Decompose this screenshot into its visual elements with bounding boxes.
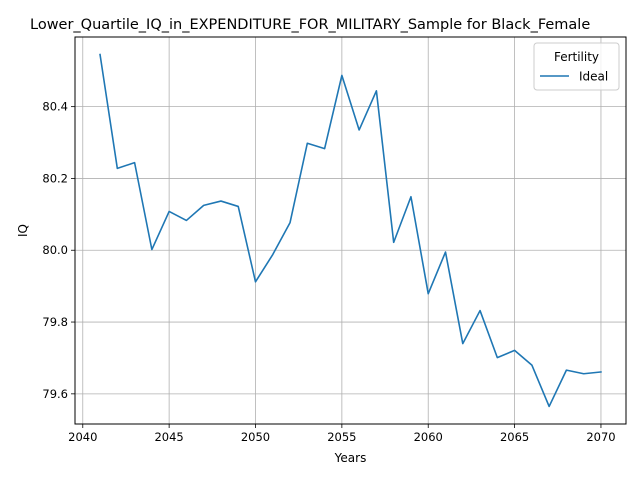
plot-area-frame <box>74 36 627 425</box>
x-tick-label: 2055 <box>327 430 356 444</box>
y-axis-label: IQ <box>16 224 30 237</box>
x-tick-label: 2070 <box>586 430 615 444</box>
x-tick-label: 2040 <box>68 430 97 444</box>
x-tick-label: 2060 <box>414 430 443 444</box>
legend-title: Fertility <box>554 50 599 64</box>
x-axis: 2040 2045 2050 2055 2060 2065 2070 <box>68 424 616 444</box>
y-tick-label: 79.6 <box>42 387 68 401</box>
y-axis: 79.6 79.8 80.0 80.2 80.4 <box>42 100 75 401</box>
series-line-ideal <box>99 53 602 408</box>
y-tick-label: 79.8 <box>42 315 68 329</box>
y-tick-label: 80.4 <box>42 100 68 114</box>
y-tick-label: 80.0 <box>42 243 68 257</box>
x-axis-label: Years <box>334 451 367 465</box>
legend-entry-ideal: Ideal <box>579 70 608 84</box>
x-tick-label: 2065 <box>500 430 529 444</box>
x-tick-label: 2050 <box>241 430 270 444</box>
x-tick-label: 2045 <box>154 430 183 444</box>
series-layer <box>99 53 602 408</box>
chart-title: Lower_Quartile_IQ_in_EXPENDITURE_FOR_MIL… <box>30 17 590 33</box>
grid-lines <box>75 37 626 424</box>
legend: Fertility Ideal <box>533 42 620 91</box>
y-tick-label: 80.2 <box>42 171 68 185</box>
legend-box <box>533 42 620 91</box>
